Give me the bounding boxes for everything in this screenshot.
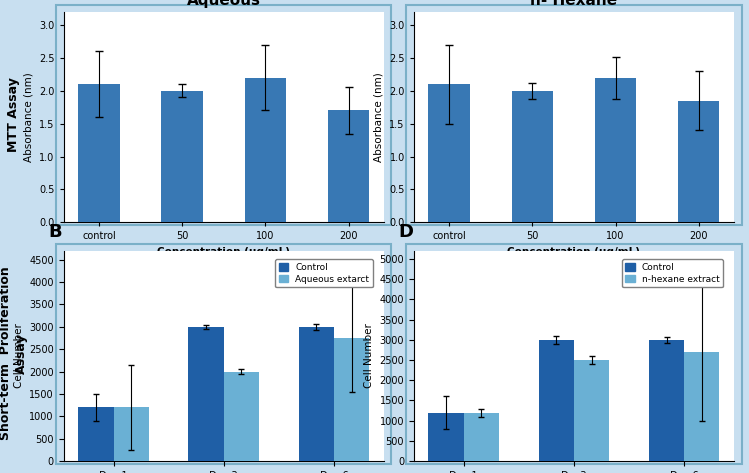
X-axis label: Concentration (μg/mL): Concentration (μg/mL): [157, 247, 291, 257]
Text: B: B: [49, 223, 62, 241]
Bar: [299, 327, 334, 461]
Y-axis label: Absorbance (nm): Absorbance (nm): [23, 72, 34, 162]
Bar: [328, 111, 369, 222]
Bar: [334, 338, 369, 461]
Bar: [678, 101, 720, 222]
Text: Short-term  Proliferation
Assay: Short-term Proliferation Assay: [0, 267, 28, 440]
Bar: [224, 372, 259, 461]
Text: A: A: [49, 0, 63, 2]
Bar: [428, 412, 464, 461]
Bar: [684, 352, 720, 461]
Bar: [512, 91, 553, 222]
Legend: Control, n-hexane extract: Control, n-hexane extract: [622, 259, 723, 287]
Y-axis label: Absorbance (nm): Absorbance (nm): [374, 72, 383, 162]
Bar: [428, 84, 470, 222]
Text: D: D: [398, 223, 414, 241]
Title: n- Hexane: n- Hexane: [530, 0, 617, 8]
Title: Aqueous: Aqueous: [187, 0, 261, 8]
Bar: [189, 327, 224, 461]
Y-axis label: Cell Number: Cell Number: [13, 324, 24, 388]
Bar: [78, 84, 120, 222]
Bar: [595, 78, 637, 222]
Bar: [245, 78, 286, 222]
Bar: [114, 407, 149, 461]
Text: MTT Assay: MTT Assay: [7, 77, 20, 152]
Bar: [574, 360, 609, 461]
Y-axis label: Cell Number: Cell Number: [364, 324, 374, 388]
X-axis label: Concentration (μg/mL): Concentration (μg/mL): [507, 247, 640, 257]
Text: C: C: [398, 0, 412, 2]
Bar: [649, 340, 684, 461]
Bar: [464, 412, 499, 461]
Bar: [78, 407, 114, 461]
Bar: [161, 91, 203, 222]
Bar: [539, 340, 574, 461]
Legend: Control, Aqueous extarct: Control, Aqueous extarct: [276, 259, 373, 287]
